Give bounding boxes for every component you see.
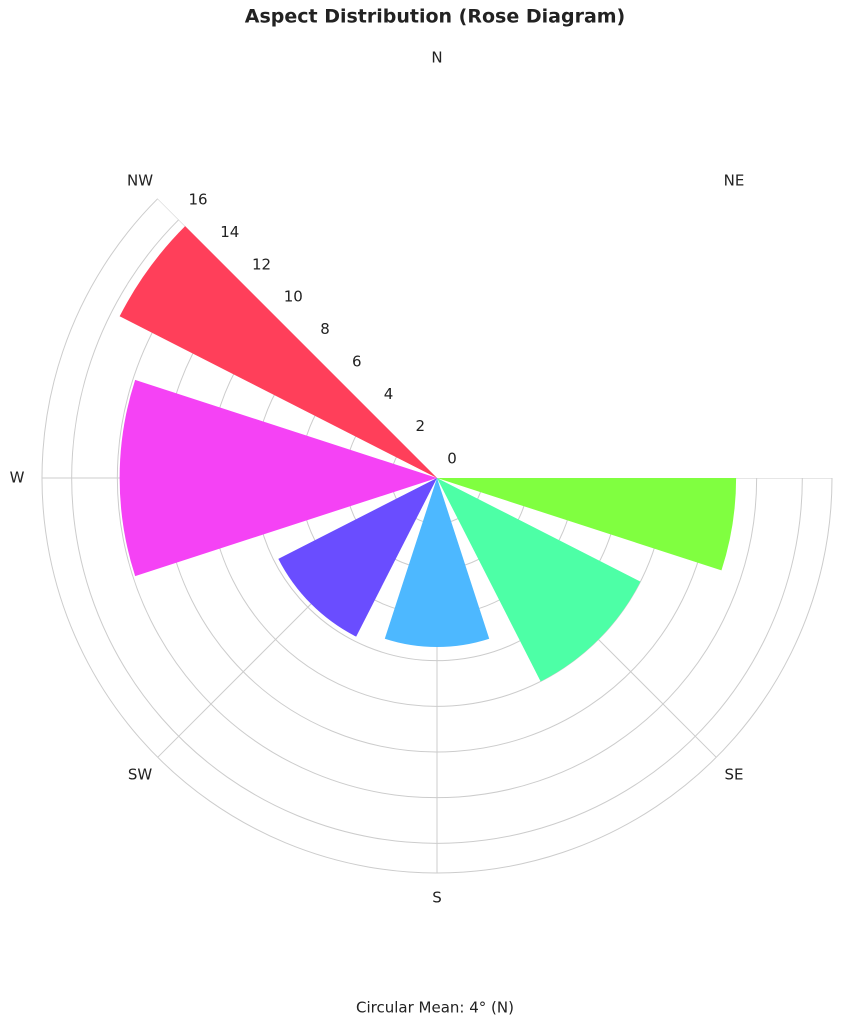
direction-label: NE [724,172,745,190]
grid-ring [116,251,758,799]
direction-label: NW [127,172,153,190]
r-tick-label: 2 [415,417,425,435]
r-tick-label: 14 [220,223,239,241]
r-tick-label: 8 [320,320,330,338]
bar [437,478,641,682]
bar [278,478,437,637]
direction-label: SW [128,765,153,783]
r-tick-label: 12 [252,255,271,273]
chart-title: Aspect Distribution (Rose Diagram) [245,6,626,28]
direction-label: S [432,889,442,907]
bars [119,160,737,682]
direction-label: N [431,49,442,67]
r-tick-label: 4 [384,385,394,403]
bar [119,160,437,478]
axis-rim [41,198,833,874]
direction-label: SE [724,765,743,783]
labels: NNEESESSWWNW0246810121416 [10,49,853,907]
annotation: Circular Mean: 4° (N) [356,999,514,1017]
grid-ring [71,219,803,844]
spoke [436,198,717,479]
bar [119,379,437,577]
r-tick-label: 6 [352,352,362,370]
r-tick-label: 16 [188,191,207,209]
r-tick-label: 10 [284,288,303,306]
direction-label: W [10,469,25,487]
bar [384,478,490,647]
r-tick-label: 0 [447,450,457,468]
